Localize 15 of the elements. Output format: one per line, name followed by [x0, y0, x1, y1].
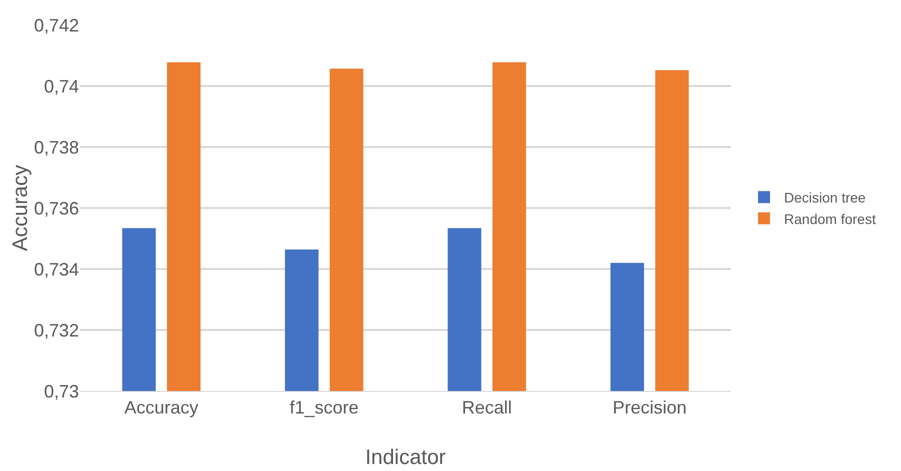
- x-tick-label: Recall: [462, 398, 512, 418]
- y-tick-label: 0,734: [34, 259, 79, 280]
- x-tick-label: f1_score: [290, 398, 359, 418]
- y-tick-label: 0,736: [34, 198, 79, 218]
- x-tick-label: Precision: [612, 398, 687, 418]
- legend-label: Random forest: [784, 210, 876, 227]
- y-tick-label: 0,74: [44, 76, 79, 96]
- y-tick-label: 0,73: [44, 381, 79, 402]
- x-tick-label: Accuracy: [124, 398, 198, 418]
- y-tick-label: 0,732: [34, 320, 79, 340]
- y-tick-label: 0,738: [34, 137, 79, 158]
- x-axis-title: Indicator: [365, 446, 446, 469]
- y-tick-label: 0,742: [34, 15, 79, 36]
- y-axis-title: Accuracy: [8, 164, 32, 252]
- legend-label: Decision tree: [784, 190, 866, 206]
